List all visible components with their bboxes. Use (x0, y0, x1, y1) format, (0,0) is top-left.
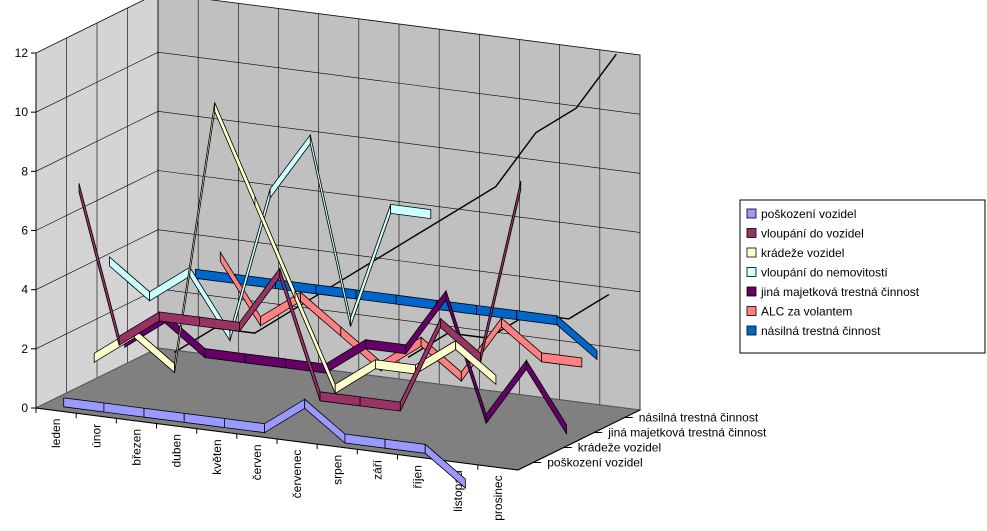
x-tick-label: duben (170, 434, 184, 467)
x-tick-label: květen (210, 439, 224, 474)
series-segment (541, 352, 583, 368)
legend-swatch (746, 325, 757, 336)
y-tick-label: 0 (21, 401, 28, 415)
x-tick-label: červenec (290, 450, 304, 499)
x-tick-label: únor (89, 424, 103, 448)
extra-line (174, 53, 617, 353)
series-segment (390, 203, 432, 220)
legend-swatch (746, 228, 757, 238)
y-tick-label: 4 (21, 283, 28, 297)
y-axis: 0 2 4 6 8 10 12 (15, 46, 37, 415)
y-tick-label: 12 (15, 46, 29, 60)
y-tick-label: 10 (15, 105, 29, 119)
legend-label: vloupání do vozidel (761, 227, 864, 241)
legend-swatch (746, 247, 757, 258)
legend-swatch (746, 208, 757, 219)
legend-swatch (746, 286, 757, 297)
legend-swatch (746, 306, 757, 316)
x-tick-label: září (370, 459, 384, 480)
x-tick-label: říjen (411, 465, 425, 488)
y-tick-label: 8 (21, 164, 28, 178)
depth-tick-label: poškození vozidel (547, 456, 642, 470)
series-segment (556, 314, 598, 361)
series-group (63, 53, 617, 489)
legend: poškození vozidel vloupání do vozidel krád… (739, 199, 986, 354)
legend-label: násilná trestná činnost (761, 324, 881, 338)
legend-box (739, 199, 986, 354)
legend-label: vloupání do nemovitostí (761, 266, 888, 280)
legend-label: jiná majetková trestná činnost (760, 285, 920, 299)
legend-label: krádeže vozidel (761, 246, 844, 260)
x-tick-label: leden (49, 419, 63, 448)
series-segment (424, 443, 466, 489)
legend-label: ALC za volantem (761, 305, 852, 319)
series-segment (455, 339, 497, 386)
depth-axis-line (517, 409, 641, 471)
x-tick-label: srpen (330, 455, 344, 485)
y-tick-label: 6 (21, 224, 28, 238)
chart-walls (35, 0, 641, 411)
x-tick-label: červen (250, 444, 264, 480)
series-segment (480, 180, 522, 363)
legend-label: poškození vozidel (761, 207, 856, 221)
x-tick-label: prosinec (491, 475, 505, 520)
series-segment (526, 358, 567, 436)
depth-tick-label: krádeže vozidel (578, 441, 661, 455)
x-tick-label: březen (129, 429, 143, 466)
legend-swatch (746, 267, 757, 277)
y-tick-label: 2 (21, 342, 28, 356)
depth-tick-label: násilná trestná činnost (639, 411, 759, 425)
x-axis: leden únor březen duben květen červen červenec… (35, 407, 519, 521)
depth-tick-label: jiná majetková trestná činnost (607, 426, 767, 440)
